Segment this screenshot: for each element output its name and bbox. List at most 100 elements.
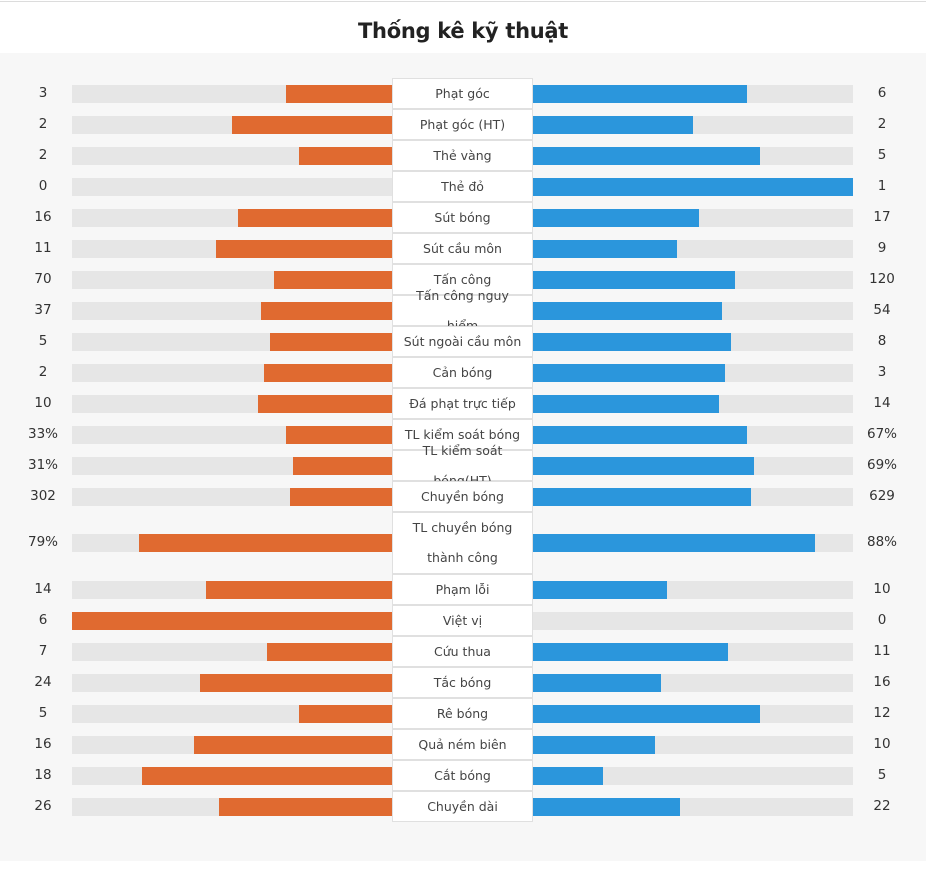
bar-away xyxy=(533,178,853,196)
stat-label: Phạm lỗi xyxy=(392,574,533,605)
bar-home xyxy=(139,534,392,552)
value-away: 1 xyxy=(877,177,887,194)
bar-away xyxy=(533,364,725,382)
value-home: 10 xyxy=(34,394,52,411)
page-title: Thống kê kỹ thuật xyxy=(358,19,568,43)
value-home: 18 xyxy=(34,766,52,783)
value-home: 79% xyxy=(27,534,58,550)
bar-home xyxy=(293,457,392,475)
value-away: 5 xyxy=(877,146,887,163)
stat-label: TL kiểm soát bóng(HT) xyxy=(392,443,533,488)
stat-label: Phạt góc xyxy=(392,78,533,109)
bar-away xyxy=(533,534,815,552)
value-home: 5 xyxy=(38,704,48,721)
value-away: 9 xyxy=(877,239,887,256)
bar-away xyxy=(533,488,751,506)
bar-home xyxy=(142,767,392,785)
bar-away xyxy=(533,116,693,134)
value-away: 67% xyxy=(866,425,897,442)
value-home: 14 xyxy=(34,580,52,597)
value-home: 26 xyxy=(34,797,52,814)
value-away: 0 xyxy=(877,611,887,628)
bar-away xyxy=(533,736,655,754)
bar-home xyxy=(194,736,392,754)
stat-label: Thẻ đỏ xyxy=(392,171,533,202)
stat-label: Đá phạt trực tiếp xyxy=(392,388,533,419)
stat-label: Cắt bóng xyxy=(392,760,533,791)
value-home: 70 xyxy=(34,270,52,287)
value-away: 16 xyxy=(873,673,891,690)
stat-label: Tấn công xyxy=(392,264,533,295)
bar-away xyxy=(533,643,728,661)
value-home: 2 xyxy=(38,115,48,132)
bar-home xyxy=(270,333,392,351)
bar-home xyxy=(232,116,392,134)
stat-label: Quả ném biên xyxy=(392,729,533,760)
track-home xyxy=(72,178,392,196)
bar-home xyxy=(264,364,392,382)
bar-home xyxy=(299,705,392,723)
value-away: 10 xyxy=(873,580,891,597)
value-home: 5 xyxy=(38,332,48,349)
bar-home xyxy=(206,581,392,599)
value-home: 6 xyxy=(38,611,48,628)
value-away: 8 xyxy=(877,332,887,349)
value-away: 5 xyxy=(877,766,887,783)
bar-away xyxy=(533,581,667,599)
value-away: 22 xyxy=(873,797,891,814)
track-away xyxy=(533,767,853,785)
bar-home xyxy=(216,240,392,258)
value-home: 2 xyxy=(38,363,48,380)
stat-label: Sút ngoài cầu môn xyxy=(392,326,533,357)
track-away xyxy=(533,612,853,630)
bar-away xyxy=(533,395,719,413)
bar-away xyxy=(533,767,603,785)
top-divider xyxy=(0,1,926,2)
stat-label: Rê bóng xyxy=(392,698,533,729)
stat-label: Cản bóng xyxy=(392,357,533,388)
bar-away xyxy=(533,147,760,165)
stat-label: Cứu thua xyxy=(392,636,533,667)
bar-away xyxy=(533,240,677,258)
value-away: 6 xyxy=(877,84,887,101)
bar-home xyxy=(299,147,392,165)
value-away: 120 xyxy=(869,270,895,287)
bar-away xyxy=(533,705,760,723)
value-home: 7 xyxy=(38,642,48,659)
stat-label: Sút bóng xyxy=(392,202,533,233)
bar-home xyxy=(290,488,392,506)
value-home: 3 xyxy=(38,84,48,101)
value-away: 14 xyxy=(873,394,891,411)
value-away: 12 xyxy=(873,704,891,721)
stat-label: Việt vị xyxy=(392,605,533,636)
bar-home xyxy=(200,674,392,692)
bar-home xyxy=(72,612,392,630)
bar-away xyxy=(533,457,754,475)
bar-away xyxy=(533,209,699,227)
bar-home xyxy=(274,271,392,289)
value-away: 17 xyxy=(873,208,891,225)
bar-home xyxy=(219,798,392,816)
value-away: 629 xyxy=(869,487,895,504)
stat-label: Tắc bóng xyxy=(392,667,533,698)
bar-away xyxy=(533,85,747,103)
bar-home xyxy=(267,643,392,661)
value-away: 2 xyxy=(877,115,887,132)
stat-label: Phạt góc (HT) xyxy=(392,109,533,140)
bar-away xyxy=(533,798,680,816)
value-home: 24 xyxy=(34,673,52,690)
bar-away xyxy=(533,674,661,692)
value-home: 16 xyxy=(34,735,52,752)
value-away: 54 xyxy=(873,301,891,318)
bar-home xyxy=(238,209,392,227)
stat-label: Tấn công nguy hiểm xyxy=(392,288,533,333)
bar-home xyxy=(286,426,392,444)
bar-away xyxy=(533,302,722,320)
stat-label: TL chuyền bóng thành công xyxy=(392,512,533,574)
bar-home xyxy=(258,395,392,413)
value-away: 3 xyxy=(877,363,887,380)
stat-label: Sút cầu môn xyxy=(392,233,533,264)
value-away: 10 xyxy=(873,735,891,752)
value-home: 0 xyxy=(38,177,48,194)
value-home: 302 xyxy=(30,487,56,504)
